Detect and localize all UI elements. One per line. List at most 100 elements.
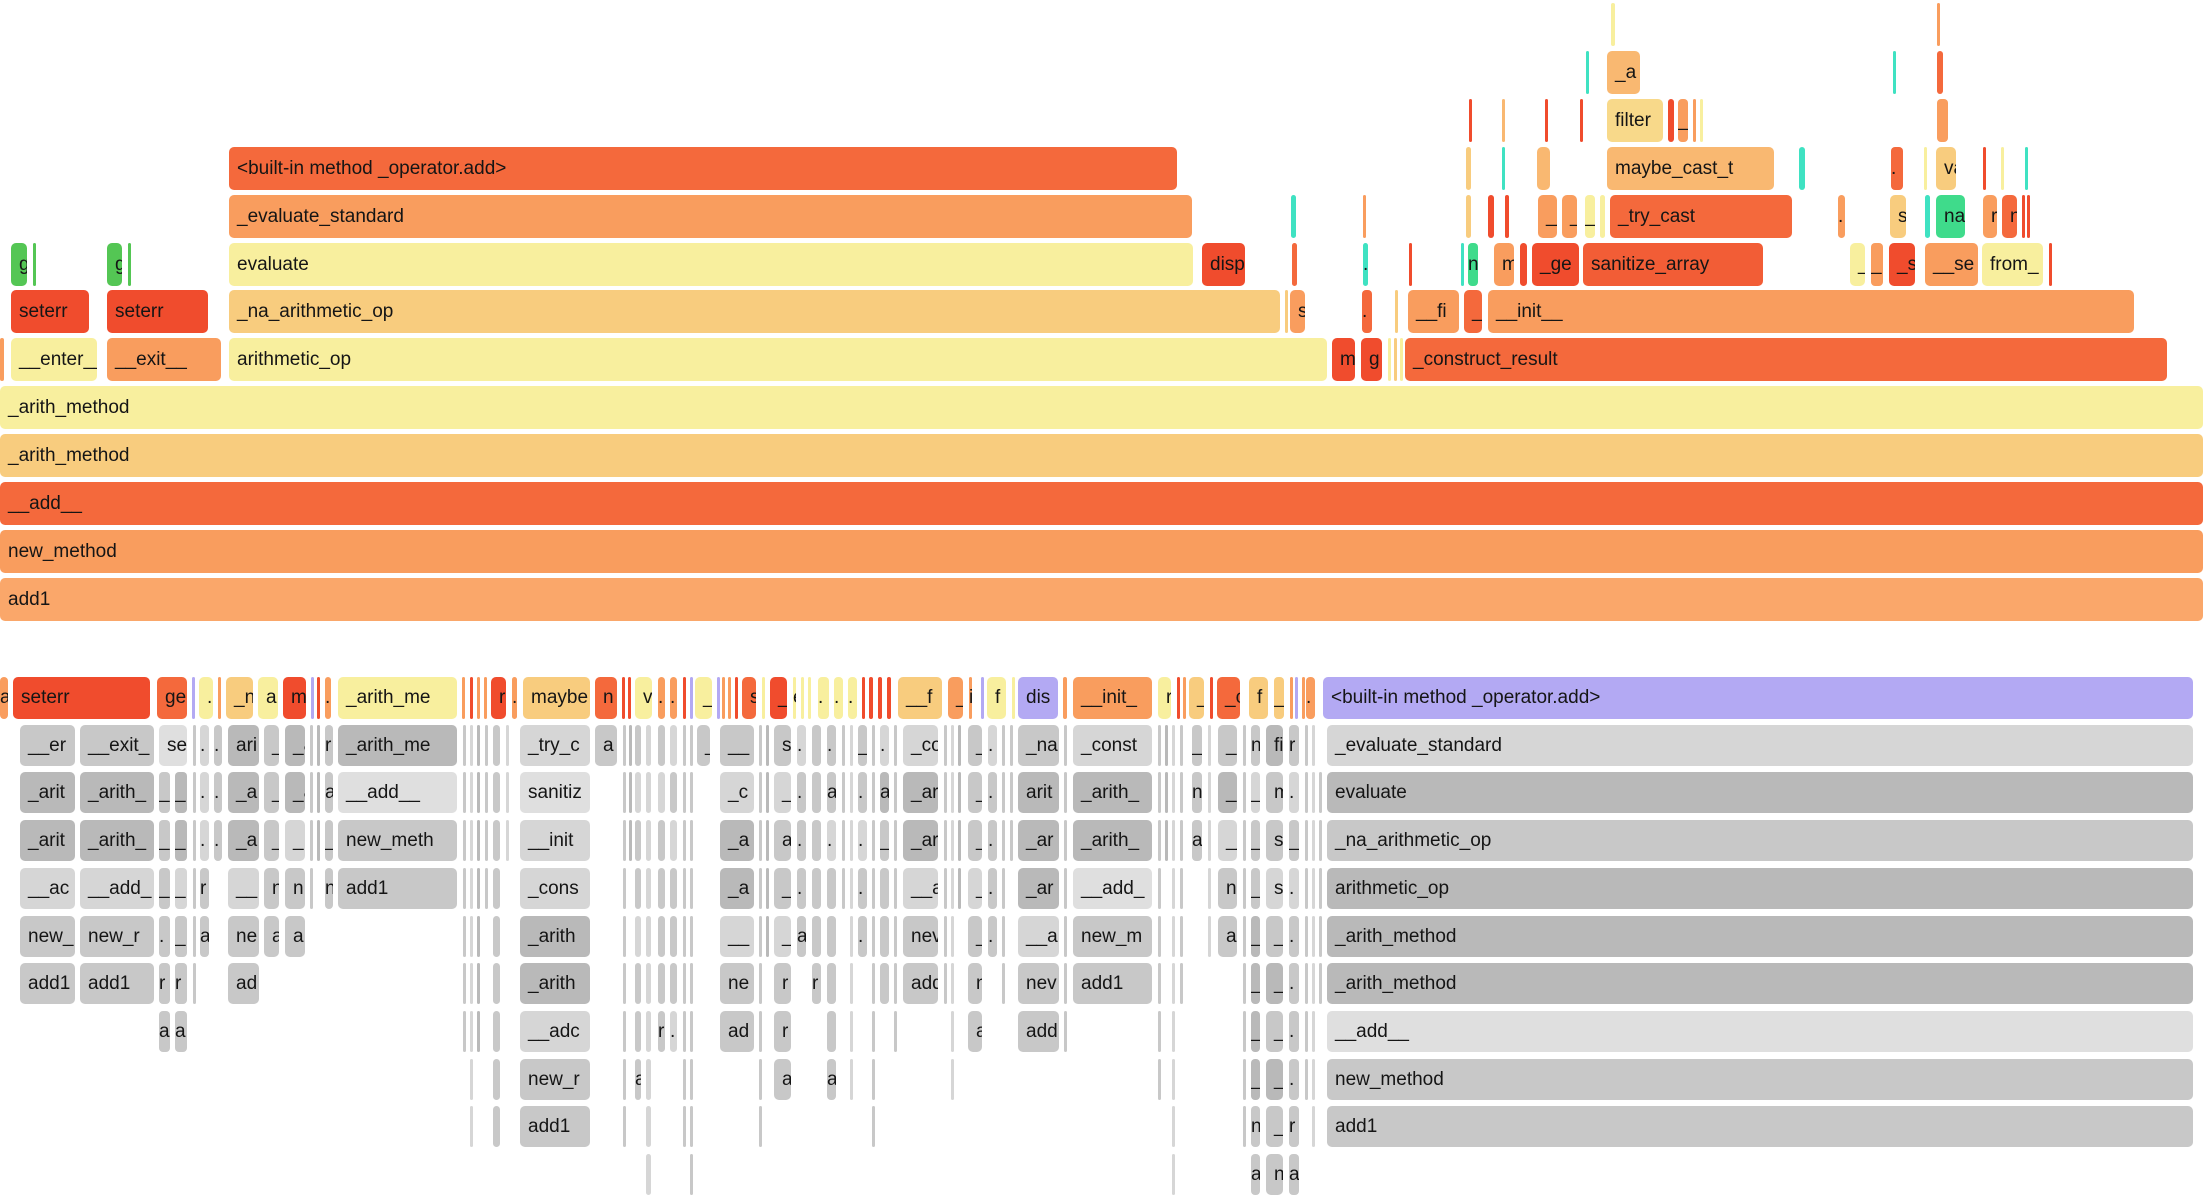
caller-frame[interactable]: [1180, 820, 1183, 861]
caller-frame[interactable]: .: [988, 916, 997, 957]
caller-frame[interactable]: _: [880, 820, 889, 861]
caller-frame[interactable]: [1312, 1011, 1315, 1052]
caller-frame[interactable]: [477, 725, 480, 766]
caller-frame[interactable]: __a: [1018, 916, 1059, 957]
leaf-frame[interactable]: [1290, 677, 1293, 719]
caller-frame[interactable]: [623, 772, 626, 813]
caller-frame[interactable]: _a: [720, 820, 754, 861]
caller-frame[interactable]: [944, 772, 947, 813]
caller-frame[interactable]: [470, 916, 473, 957]
caller-frame[interactable]: _co: [903, 725, 938, 766]
flame-frame[interactable]: [1395, 290, 1398, 333]
caller-frame[interactable]: [683, 916, 686, 957]
caller-frame[interactable]: se: [159, 725, 187, 766]
caller-frame[interactable]: a: [827, 1059, 836, 1100]
caller-frame[interactable]: _ar: [903, 820, 938, 861]
caller-frame[interactable]: _: [968, 820, 982, 861]
caller-frame[interactable]: a: [175, 1011, 187, 1052]
flame-frame[interactable]: _: [1850, 243, 1865, 286]
caller-frame[interactable]: new_m: [1073, 916, 1152, 957]
selected-frame[interactable]: [690, 677, 693, 719]
flame-frame[interactable]: [2022, 195, 2025, 238]
caller-frame[interactable]: .: [1289, 1011, 1299, 1052]
caller-frame[interactable]: [623, 1059, 626, 1100]
caller-frame[interactable]: [872, 1106, 875, 1147]
caller-frame[interactable]: [1312, 963, 1315, 1004]
caller-frame[interactable]: .: [1289, 916, 1299, 957]
caller-frame[interactable]: [872, 772, 875, 813]
flame-frame[interactable]: m: [1332, 338, 1355, 381]
leaf-frame[interactable]: [862, 677, 865, 719]
caller-frame[interactable]: __init: [520, 820, 590, 861]
caller-frame[interactable]: [894, 820, 897, 861]
caller-frame[interactable]: [1064, 916, 1067, 957]
caller-frame[interactable]: [850, 868, 853, 909]
leaf-frame[interactable]: .: [1306, 677, 1315, 719]
caller-frame[interactable]: [759, 772, 762, 813]
caller-frame[interactable]: [1243, 820, 1246, 861]
caller-frame[interactable]: [894, 772, 897, 813]
caller-frame[interactable]: _: [774, 916, 791, 957]
flame-frame[interactable]: _construct_result: [1405, 338, 2167, 381]
caller-frame[interactable]: .: [214, 772, 222, 813]
caller-frame[interactable]: [193, 725, 196, 766]
caller-frame[interactable]: [894, 868, 897, 909]
caller-frame[interactable]: .: [827, 725, 836, 766]
leaf-frame[interactable]: n: [595, 677, 617, 719]
caller-frame[interactable]: [1312, 820, 1315, 861]
caller-frame[interactable]: [635, 963, 641, 1004]
leaf-frame[interactable]: [1210, 677, 1213, 719]
caller-frame[interactable]: [1312, 725, 1315, 766]
selected-frame[interactable]: [1295, 677, 1298, 719]
leaf-frame[interactable]: [1012, 677, 1015, 719]
caller-frame[interactable]: .: [880, 725, 889, 766]
caller-frame[interactable]: _a: [285, 772, 305, 813]
caller-frame[interactable]: [1319, 772, 1322, 813]
caller-frame[interactable]: [493, 1011, 500, 1052]
flame-frame[interactable]: [1925, 195, 1930, 238]
leaf-frame[interactable]: .: [834, 677, 843, 719]
caller-frame[interactable]: [944, 725, 947, 766]
caller-frame[interactable]: __exit_: [80, 725, 154, 766]
caller-frame[interactable]: __ac: [20, 868, 75, 909]
caller-frame[interactable]: _try_c: [520, 725, 590, 766]
caller-frame[interactable]: [1158, 1059, 1161, 1100]
caller-frame[interactable]: [658, 963, 665, 1004]
flame-frame[interactable]: va: [1936, 147, 1956, 190]
flame-frame[interactable]: _: [1464, 290, 1482, 333]
caller-frame[interactable]: _: [1192, 725, 1202, 766]
caller-frame[interactable]: [872, 868, 875, 909]
caller-frame[interactable]: add1: [80, 963, 154, 1004]
caller-frame[interactable]: [623, 868, 626, 909]
caller-frame[interactable]: [629, 725, 632, 766]
selected-frame[interactable]: [192, 677, 195, 719]
caller-frame[interactable]: a: [880, 772, 889, 813]
caller-frame[interactable]: [766, 772, 769, 813]
leaf-frame[interactable]: v: [635, 677, 652, 719]
caller-frame[interactable]: .: [200, 725, 209, 766]
caller-frame[interactable]: a: [595, 725, 617, 766]
caller-frame[interactable]: [623, 725, 626, 766]
caller-frame[interactable]: [850, 772, 853, 813]
caller-frame[interactable]: a: [797, 916, 806, 957]
leaf-frame[interactable]: [878, 677, 882, 719]
caller-frame[interactable]: _: [1251, 1059, 1260, 1100]
caller-frame[interactable]: [629, 772, 632, 813]
caller-frame[interactable]: fi: [1266, 725, 1283, 766]
caller-frame[interactable]: [623, 963, 626, 1004]
flame-frame[interactable]: _arith_method: [0, 386, 2203, 429]
caller-frame[interactable]: __: [720, 725, 754, 766]
caller-frame[interactable]: __add__: [1327, 1011, 2193, 1052]
caller-frame[interactable]: [872, 1059, 875, 1100]
leaf-frame[interactable]: [808, 677, 811, 719]
caller-frame[interactable]: _: [1266, 916, 1283, 957]
caller-frame[interactable]: [646, 1106, 651, 1147]
caller-frame[interactable]: ari: [228, 725, 259, 766]
caller-frame[interactable]: [1180, 963, 1183, 1004]
caller-frame[interactable]: [193, 963, 196, 1004]
caller-frame[interactable]: add1: [1327, 1106, 2193, 1147]
caller-frame[interactable]: [493, 868, 500, 909]
caller-frame[interactable]: .: [858, 772, 867, 813]
caller-frame[interactable]: [1158, 725, 1161, 766]
caller-frame[interactable]: [1312, 1106, 1315, 1147]
